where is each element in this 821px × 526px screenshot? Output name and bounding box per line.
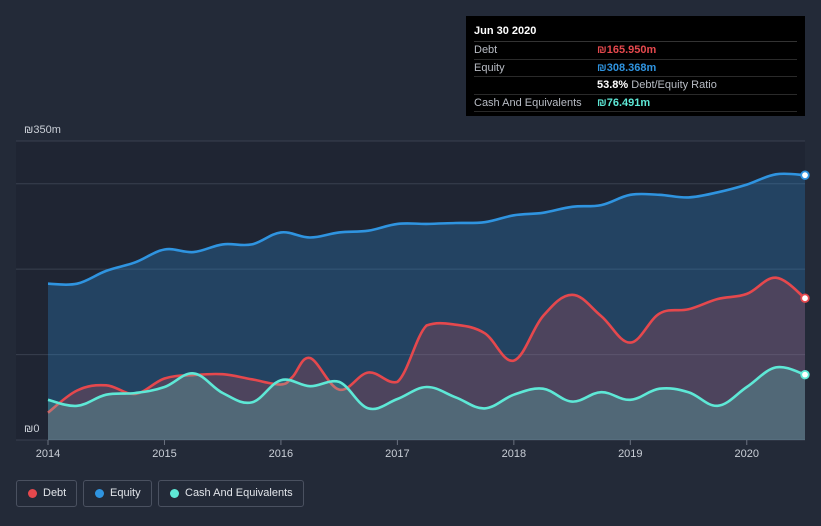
debt-line — [47, 276, 806, 414]
endpoint-markers — [800, 170, 810, 380]
tooltip-ratio: 53.8% Debt/Equity Ratio — [597, 77, 717, 93]
tooltip-row-cash: Cash And Equivalents ₪76.491m — [474, 95, 797, 112]
legend-item-equity[interactable]: Equity — [83, 480, 152, 507]
cash-and-equivalents-end-point — [800, 369, 810, 380]
x-tick-label: 2016 — [269, 448, 293, 460]
tooltip-equity-value: ₪308.368m — [597, 61, 657, 74]
debt-end-point — [800, 293, 810, 303]
equity-legend-dot-icon — [95, 489, 104, 498]
legend-equity-label: Equity — [110, 487, 141, 499]
x-tick-label: 2014 — [36, 448, 60, 460]
tooltip-debt-label: Debt — [474, 44, 498, 56]
tooltip-row-equity: Equity ₪308.368m — [474, 60, 797, 77]
equity-line — [47, 172, 806, 287]
tooltip-debt-value: ₪165.950m — [597, 44, 657, 56]
x-axis-ticks: 2014 2015 2016 2017 2018 2019 2020 — [36, 440, 759, 460]
tooltip-row-ratio: 53.8% Debt/Equity Ratio — [474, 77, 797, 95]
tooltip-date: Jun 30 2020 — [474, 24, 797, 42]
y-axis-min-label: ₪0 — [24, 423, 39, 435]
tooltip-equity-label: Equity — [474, 61, 505, 74]
tooltip-ratio-label: Debt/Equity Ratio — [631, 79, 717, 91]
cash-legend-dot-icon — [170, 489, 179, 498]
equity-area — [48, 173, 805, 440]
x-tick-label: 2020 — [735, 448, 759, 460]
series-layer — [47, 172, 806, 440]
tooltip-row-debt: Debt ₪165.950m — [474, 42, 797, 60]
tooltip-cash-label: Cash And Equivalents — [474, 96, 582, 109]
x-tick-label: 2018 — [502, 448, 526, 460]
x-tick-label: 2019 — [618, 448, 642, 460]
legend-item-debt[interactable]: Debt — [16, 480, 77, 507]
cash-and-equivalents-line — [47, 365, 806, 411]
y-axis-max-label: ₪350m — [24, 124, 61, 136]
tooltip-ratio-value: 53.8% — [597, 79, 629, 91]
data-tooltip: Jun 30 2020 Debt ₪165.950m Equity ₪308.3… — [466, 16, 805, 116]
legend-item-cash[interactable]: Cash And Equivalents — [158, 480, 304, 507]
legend-cash-label: Cash And Equivalents — [185, 487, 293, 499]
cash-and-equivalents-area — [48, 367, 805, 440]
legend-debt-label: Debt — [43, 487, 67, 499]
tooltip-cash-value: ₪76.491m — [597, 96, 651, 109]
equity-end-point — [800, 170, 810, 180]
x-tick-label: 2015 — [152, 448, 176, 460]
debt-legend-dot-icon — [28, 489, 37, 498]
x-tick-label: 2017 — [385, 448, 409, 460]
